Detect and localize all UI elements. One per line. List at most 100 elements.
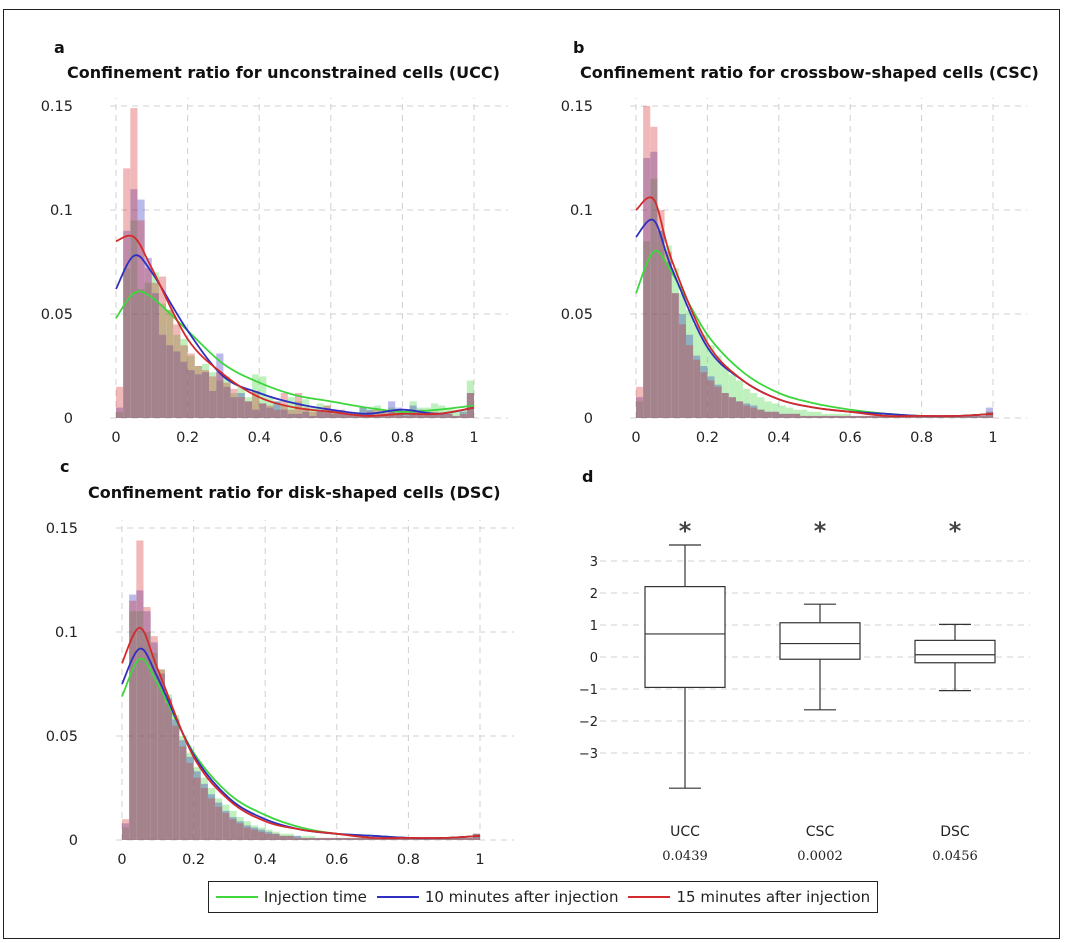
density-line xyxy=(115,290,475,413)
histogram-bar xyxy=(259,376,267,418)
y-tick-label: −1 xyxy=(579,683,598,698)
histogram-bar xyxy=(200,788,208,840)
legend-swatch-blue xyxy=(376,896,419,898)
histogram-bar xyxy=(671,293,679,418)
histogram-bar xyxy=(458,837,466,840)
histogram-bar xyxy=(985,407,993,418)
histogram-bar xyxy=(871,415,879,418)
y-tick-label: 0.15 xyxy=(46,521,78,537)
histogram-bar xyxy=(279,833,287,840)
histogram-bar xyxy=(295,401,303,418)
histogram-bar xyxy=(286,835,294,840)
box-csc: * CSC 0.0002 xyxy=(779,517,861,864)
histogram-bar xyxy=(315,837,323,840)
histogram-bar xyxy=(365,837,373,840)
histogram-series xyxy=(122,540,480,840)
histogram-bar xyxy=(721,393,729,418)
histogram-bar xyxy=(315,837,323,840)
histogram-bar xyxy=(657,230,665,418)
histogram-bar xyxy=(359,407,367,418)
histogram-bar xyxy=(444,837,452,840)
histogram-bar xyxy=(914,415,922,418)
histogram-bar xyxy=(657,210,665,418)
histogram-bar xyxy=(272,833,280,840)
density-line xyxy=(115,254,475,415)
x-tick-label: 0.6 xyxy=(325,852,348,868)
histogram-bar xyxy=(130,189,138,418)
histogram-bar xyxy=(721,366,729,418)
histogram-bar xyxy=(216,380,224,418)
histogram-bar xyxy=(764,411,772,418)
histogram-bar xyxy=(685,334,694,418)
histogram-bar xyxy=(650,178,658,418)
y-tick-label: −2 xyxy=(579,715,598,730)
histogram-bar xyxy=(714,386,722,418)
histogram-bar xyxy=(785,407,794,418)
histogram-bar xyxy=(258,829,266,840)
panel-c: c Confinement ratio for disk-shaped cells… xyxy=(46,457,514,868)
histogram-bar xyxy=(201,363,210,418)
histogram-bar xyxy=(771,403,779,418)
panel-b: b Confinement ratio for crossbow-shaped c… xyxy=(561,38,1039,446)
histogram-bar xyxy=(678,324,686,418)
histogram-bar xyxy=(700,366,708,418)
histogram-bar xyxy=(330,411,338,418)
panel-title: Confinement ratio for disk-shaped cells … xyxy=(88,483,501,502)
histogram-bar xyxy=(144,282,152,418)
histogram-bar xyxy=(671,293,679,418)
histogram-bar xyxy=(771,411,779,418)
histogram-bar xyxy=(438,405,446,418)
histogram-bar xyxy=(664,262,672,418)
x-tick-label: 0.2 xyxy=(182,852,205,868)
histogram-bar xyxy=(301,837,309,840)
histogram-bar xyxy=(835,413,844,418)
histogram-bar xyxy=(395,407,403,418)
x-tick-label: 0.8 xyxy=(910,430,933,446)
histogram-bar xyxy=(857,415,865,418)
y-tick-label: 0 xyxy=(69,833,78,849)
histogram-bar xyxy=(785,413,794,418)
histogram-bar xyxy=(122,819,130,840)
histogram-bar xyxy=(395,413,403,418)
histogram-bar xyxy=(258,831,266,840)
histogram-bar xyxy=(843,415,851,418)
histogram-bar xyxy=(358,837,366,840)
histogram-bar xyxy=(279,835,287,840)
histogram-bar xyxy=(978,415,986,418)
histogram-bar xyxy=(187,370,195,418)
histogram-bar xyxy=(764,401,772,418)
histogram-bar xyxy=(871,415,879,418)
histogram-bar xyxy=(244,401,253,418)
histogram-bar xyxy=(971,415,979,418)
histogram-bar xyxy=(693,355,701,418)
histogram-bar xyxy=(301,835,309,840)
histogram-bar xyxy=(244,397,253,418)
histogram-bar xyxy=(445,413,453,418)
histogram-bar xyxy=(272,833,280,840)
histogram-bar xyxy=(750,407,758,418)
category-label: DSC xyxy=(940,824,970,840)
histogram-bar xyxy=(395,411,403,418)
histogram-bar xyxy=(850,415,858,418)
histogram-bar xyxy=(237,397,245,418)
histogram-bar xyxy=(164,698,173,840)
histogram-bar xyxy=(173,334,181,418)
histogram-bar xyxy=(180,345,188,418)
histogram-bar xyxy=(907,415,915,418)
histogram-bar xyxy=(222,812,230,840)
histogram-bar xyxy=(907,415,915,418)
histogram-bar xyxy=(728,374,736,418)
histogram-bar xyxy=(735,401,744,418)
histogram-bar xyxy=(636,386,644,418)
histogram-bar xyxy=(286,833,294,840)
histogram-bar xyxy=(166,345,174,418)
histogram-bar xyxy=(215,798,223,840)
histogram-bar xyxy=(636,397,644,418)
histogram-bar xyxy=(309,415,317,418)
histogram-bar xyxy=(401,837,409,840)
histogram-bar xyxy=(136,590,144,840)
histogram-bar xyxy=(452,409,460,418)
histogram-bar xyxy=(150,642,158,840)
histogram-bar xyxy=(209,390,217,418)
histogram-bar xyxy=(714,355,722,418)
